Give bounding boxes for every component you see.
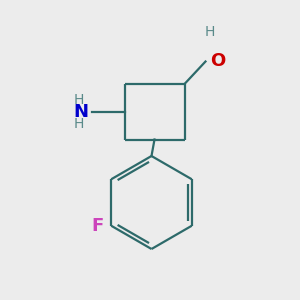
Text: H: H bbox=[74, 117, 84, 130]
Text: N: N bbox=[74, 103, 88, 121]
Text: H: H bbox=[74, 93, 84, 106]
Text: O: O bbox=[210, 52, 225, 70]
Text: H: H bbox=[205, 25, 215, 39]
Text: F: F bbox=[92, 217, 104, 235]
